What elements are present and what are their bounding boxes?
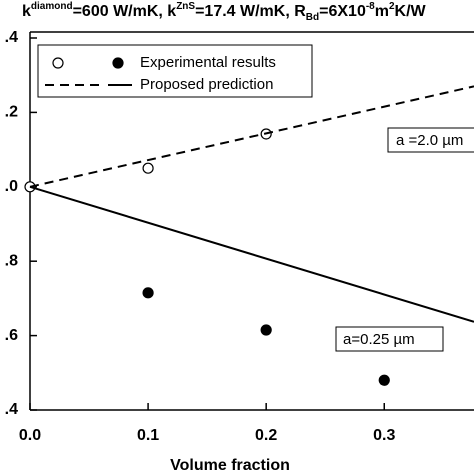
annotation-box: [387, 127, 474, 153]
title-part: m: [375, 3, 389, 20]
legend-label: Proposed prediction: [140, 76, 273, 93]
annotation: a=0.25 µm: [343, 331, 415, 348]
title-part: -8: [366, 1, 375, 12]
data-point: [260, 324, 272, 336]
data-point: [142, 287, 154, 299]
y-tick-label: .2: [5, 104, 18, 121]
y-tick-label: .6: [5, 327, 18, 344]
title-part: K/W: [395, 3, 427, 20]
annotation-box: [335, 326, 444, 352]
legend-box: [37, 44, 313, 98]
title-part: k: [22, 3, 31, 20]
title-part: ZnS: [176, 1, 195, 12]
data-point: [142, 162, 154, 174]
x-tick-label: 0.0: [19, 427, 41, 444]
data-point: [378, 374, 390, 386]
y-tick-label: .4: [5, 29, 18, 46]
prediction-line: [29, 185, 474, 323]
chart-title: kdiamond=600 W/mK, kZnS=17.4 W/mK, RBd=6…: [22, 1, 427, 23]
title-part: =17.4 W/mK, R: [195, 3, 306, 20]
annotation: a =2.0 µm: [396, 132, 463, 149]
legend-marker: [52, 57, 64, 69]
y-tick-label: .8: [5, 252, 18, 269]
title-part: diamond: [31, 1, 73, 12]
y-tick-label: .4: [5, 401, 18, 418]
x-axis-label: Volume fraction: [170, 457, 290, 474]
title-part: 2: [389, 1, 395, 12]
y-tick-label: .0: [5, 178, 18, 195]
title-part: =6X10: [319, 3, 366, 20]
x-tick-label: 0.3: [373, 427, 395, 444]
title-part: =600 W/mK, k: [73, 3, 177, 20]
legend-label: Experimental results: [140, 54, 276, 71]
prediction-line: [29, 85, 474, 188]
x-tick-label: 0.1: [137, 427, 159, 444]
legend-marker: [112, 57, 124, 69]
title-part: Bd: [306, 12, 319, 23]
x-tick-label: 0.2: [255, 427, 277, 444]
